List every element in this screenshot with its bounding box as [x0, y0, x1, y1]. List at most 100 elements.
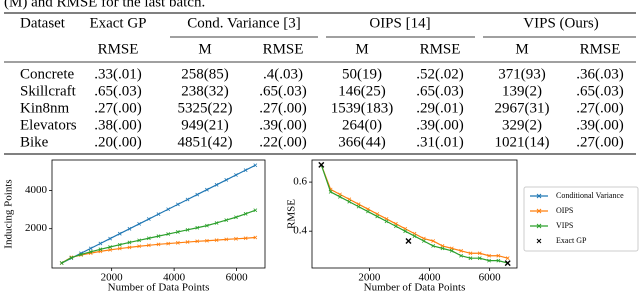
marker: [347, 199, 352, 204]
marker: [375, 214, 380, 219]
x-axis-label: Number of Data Points: [108, 282, 210, 294]
table-cell: Elevators: [20, 117, 77, 133]
marker: [431, 239, 436, 243]
marker: [195, 239, 200, 244]
marker: [146, 236, 151, 241]
table-cell: .22(.00): [259, 134, 307, 150]
marker: [224, 237, 229, 242]
marker: [156, 234, 161, 239]
marker: [156, 212, 161, 217]
marker: [146, 243, 151, 248]
table-cell: .36(.03): [576, 66, 624, 82]
marker: [496, 258, 501, 263]
series-line: [320, 164, 508, 259]
marker: [403, 229, 408, 234]
x-tick-label: 6000: [226, 272, 249, 284]
table-cell: 4851(42): [178, 134, 233, 150]
table-cell: Kin8nm: [20, 100, 70, 116]
legend-box: [523, 186, 639, 252]
marker: [156, 242, 161, 247]
x-tick-label: 6000: [479, 272, 502, 284]
marker: [146, 217, 151, 221]
marker: [205, 238, 209, 243]
y-axis-label: RMSE: [286, 199, 298, 229]
marker: [468, 256, 473, 261]
table-header: Cond. Variance [3]: [187, 15, 300, 31]
marker: [468, 251, 473, 256]
marker: [175, 230, 180, 234]
marker: [487, 258, 491, 263]
marker: [214, 221, 219, 225]
marker: [224, 178, 229, 182]
x-tick-label: 4000: [419, 272, 442, 284]
x-tick-label: 2000: [101, 272, 124, 284]
table-cell: .29(.01): [416, 100, 464, 116]
marker: [449, 248, 454, 253]
table-subheader: RMSE: [420, 41, 461, 57]
marker: [234, 173, 238, 177]
point: [318, 161, 325, 168]
table-cell: 146(25): [338, 83, 386, 99]
table-cell: 5325(22): [178, 100, 233, 116]
table-subheader: RMSE: [98, 41, 139, 57]
marker: [496, 253, 501, 258]
marker: [166, 232, 171, 236]
marker: [79, 252, 83, 257]
marker: [214, 182, 219, 187]
table-cell: .20(.00): [94, 134, 142, 150]
table-header: Dataset: [20, 15, 66, 31]
marker: [487, 253, 491, 258]
marker: [195, 192, 200, 197]
table-cell: Bike: [20, 134, 49, 150]
marker: [477, 251, 482, 256]
table-cell: 1021(14): [495, 134, 550, 150]
marker: [412, 234, 417, 238]
marker: [459, 253, 463, 258]
table-cell: .39(.00): [259, 117, 307, 133]
table-cell: .52(.02): [416, 66, 464, 82]
table-cell: 1539(183): [331, 100, 394, 116]
marker: [88, 246, 93, 251]
table-cell: 50(19): [342, 66, 382, 82]
marker: [108, 245, 112, 249]
legend-marker: [536, 223, 542, 229]
marker: [108, 247, 112, 252]
table-subheader: RMSE: [263, 41, 304, 57]
marker: [166, 241, 171, 246]
marker: [356, 204, 361, 209]
point: [405, 238, 412, 244]
marker: [205, 187, 209, 192]
marker: [253, 208, 258, 213]
table-cell: 366(44): [338, 134, 386, 150]
table-cell: .27(.00): [576, 100, 624, 116]
marker: [205, 223, 209, 228]
marker: [137, 222, 142, 226]
table-subheader: M: [355, 41, 368, 57]
table-cell: .65(.03): [94, 83, 142, 99]
marker: [137, 244, 142, 249]
series-line: [61, 236, 256, 264]
table-cell: 2967(31): [495, 100, 550, 116]
marker: [117, 246, 122, 251]
y-tick-label: 4000: [25, 184, 48, 196]
legend-label: OIPS: [556, 206, 573, 215]
table-cell: Skillcraft: [20, 83, 77, 99]
marker: [127, 240, 132, 245]
plot-area: [311, 159, 518, 269]
table-cell: .38(.00): [94, 117, 142, 133]
table-header: VIPS (Ours): [523, 15, 598, 31]
marker: [328, 190, 333, 194]
caption: (M) and RMSE for the last batch.: [4, 0, 205, 10]
marker: [431, 244, 436, 248]
marker: [214, 238, 219, 243]
table-cell: 949(21): [181, 117, 229, 133]
marker: [366, 209, 370, 214]
marker: [185, 197, 190, 202]
marker: [185, 227, 190, 232]
marker: [166, 207, 171, 212]
table-cell: 139(2): [502, 83, 542, 99]
table-cell: 264(0): [342, 117, 382, 133]
table-cell: 238(32): [181, 83, 229, 99]
marker: [421, 239, 426, 243]
